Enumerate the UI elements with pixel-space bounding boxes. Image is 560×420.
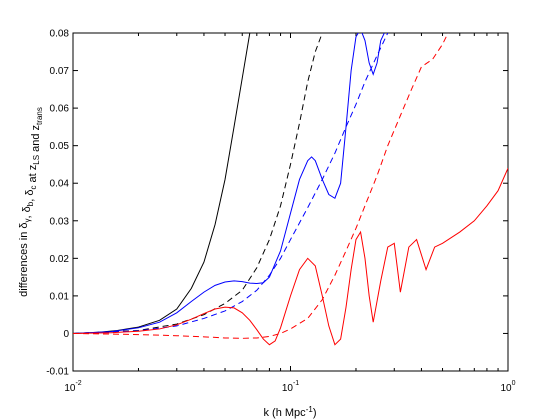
x-tick-label: 10-1 (282, 380, 299, 394)
y-tick-label: 0.01 (50, 291, 70, 302)
axis-ticks: -0.01 0 0.01 0.02 0.03 0.04 0.05 0.06 0.07 0.08 10… (46, 29, 515, 395)
y-axis-label-part: , δ (21, 206, 33, 218)
series-line-3 (73, 33, 385, 334)
x-tick-label-exp: 0 (512, 380, 516, 387)
y-axis-label-part: at z (27, 165, 39, 186)
series-layer (73, 33, 508, 346)
y-tick-label: 0.08 (50, 29, 70, 40)
y-axis-label-part: differences in δ (18, 222, 30, 296)
y-axis-label: differences in δγ, δb, δc at zLS and ztr… (18, 107, 44, 297)
y-tick-label: 0.06 (50, 104, 70, 115)
y-tick-label: 0.07 (50, 66, 70, 77)
y-tick-label: 0 (63, 329, 69, 340)
y-axis-label-sub: γ (23, 218, 32, 222)
x-axis-label-main: k (h Mpc (264, 407, 307, 419)
y-tick-label: 0.04 (50, 179, 70, 190)
series-line-2 (73, 33, 323, 334)
series-line-4 (73, 33, 389, 334)
plot-area (72, 32, 509, 372)
y-tick-label: -0.01 (46, 367, 69, 378)
x-tick-label-exp: -2 (75, 380, 81, 387)
y-tick-label: 0.03 (50, 216, 70, 227)
y-tick-label: 0.02 (50, 254, 70, 265)
x-axis-label-sup: -1 (306, 405, 314, 414)
x-tick-label: 100 (500, 380, 515, 394)
series-line-5 (73, 167, 508, 346)
y-axis-label-part: , δ (24, 190, 36, 202)
x-tick-label-exp: -1 (293, 380, 299, 387)
x-tick-label-base: 10 (500, 383, 512, 394)
x-axis-label: k (h Mpc-1) (264, 405, 317, 419)
y-axis-label-sub: LS (32, 155, 41, 165)
y-axis-label-sub: b (26, 201, 35, 206)
x-tick-label: 10-2 (64, 380, 81, 394)
y-axis-label-sub: c (29, 186, 38, 190)
y-axis-label-sub: trans (35, 107, 44, 125)
x-tick-label-base: 10 (282, 383, 294, 394)
y-tick-label: 0.05 (50, 141, 70, 152)
series-line-6 (73, 33, 449, 339)
x-axis-label-close: ) (313, 407, 317, 419)
x-tick-label-base: 10 (64, 383, 76, 394)
y-axis-label-part: and z (30, 125, 42, 155)
